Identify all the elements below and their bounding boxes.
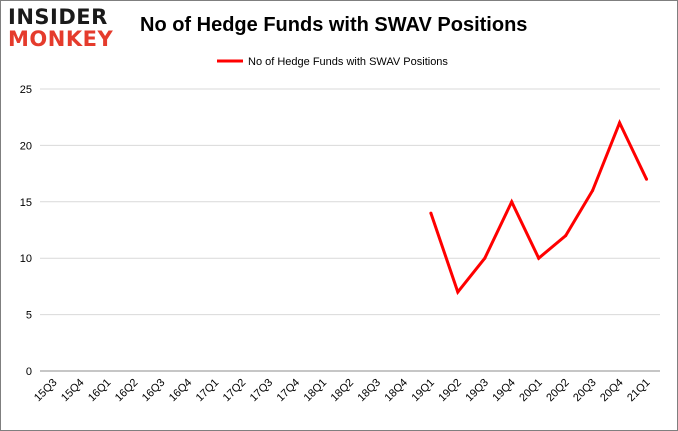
data-point [429, 211, 433, 215]
x-tick-label: 16Q3 [140, 377, 168, 405]
x-tick-label: 19Q2 [436, 377, 464, 405]
data-point [537, 256, 541, 260]
data-point [645, 177, 649, 181]
x-tick-label: 19Q3 [463, 377, 491, 405]
x-tick-label: 15Q4 [59, 377, 87, 405]
y-tick-label: 15 [20, 197, 32, 209]
data-point [564, 234, 568, 238]
data-point [456, 290, 460, 294]
x-tick-label: 21Q1 [625, 377, 653, 405]
x-tick-label: 16Q2 [113, 377, 141, 405]
x-axis-ticks: 15Q3 15Q4 16Q1 16Q2 16Q3 16Q4 17Q1 17Q2 17Q3 17Q4… [32, 377, 653, 405]
x-tick-label: 17Q3 [248, 377, 276, 405]
x-tick-label: 15Q3 [32, 377, 60, 405]
data-point [510, 200, 514, 204]
data-point [618, 121, 622, 125]
x-tick-label: 17Q1 [194, 377, 222, 405]
x-tick-label: 18Q1 [302, 377, 330, 405]
x-tick-label: 17Q2 [221, 377, 249, 405]
data-point [483, 256, 487, 260]
insider-monkey-logo: INSIDER MONKEY [8, 6, 128, 56]
x-tick-label: 16Q1 [86, 377, 114, 405]
x-tick-label: 18Q2 [329, 377, 357, 405]
x-tick-label: 17Q4 [275, 377, 303, 405]
x-tick-label: 20Q1 [517, 377, 545, 405]
y-tick-label: 20 [20, 140, 32, 152]
y-tick-label: 25 [20, 84, 32, 96]
legend-label: No of Hedge Funds with SWAV Positions [248, 56, 448, 68]
x-tick-label: 19Q1 [409, 377, 437, 405]
logo-line-1: INSIDER [8, 5, 108, 29]
y-axis-ticks: 0 5 10 15 20 25 [20, 84, 32, 378]
y-tick-label: 0 [26, 366, 32, 378]
legend: No of Hedge Funds with SWAV Positions [217, 56, 448, 68]
x-tick-label: 20Q2 [544, 377, 572, 405]
gridlines [40, 88, 660, 372]
x-tick-label: 19Q4 [490, 377, 518, 405]
logo-line-2: MONKEY [8, 27, 114, 51]
data-point [591, 189, 595, 193]
x-tick-label: 18Q3 [356, 377, 384, 405]
chart-title: No of Hedge Funds with SWAV Positions [140, 14, 528, 36]
series-line-0 [429, 119, 648, 296]
y-tick-label: 5 [26, 310, 32, 322]
x-tick-label: 20Q4 [598, 377, 626, 405]
x-tick-label: 20Q3 [571, 377, 599, 405]
series-layer [429, 119, 649, 296]
x-tick-label: 18Q4 [383, 377, 411, 405]
x-tick-label: 16Q4 [167, 377, 195, 405]
y-tick-label: 10 [20, 253, 32, 265]
